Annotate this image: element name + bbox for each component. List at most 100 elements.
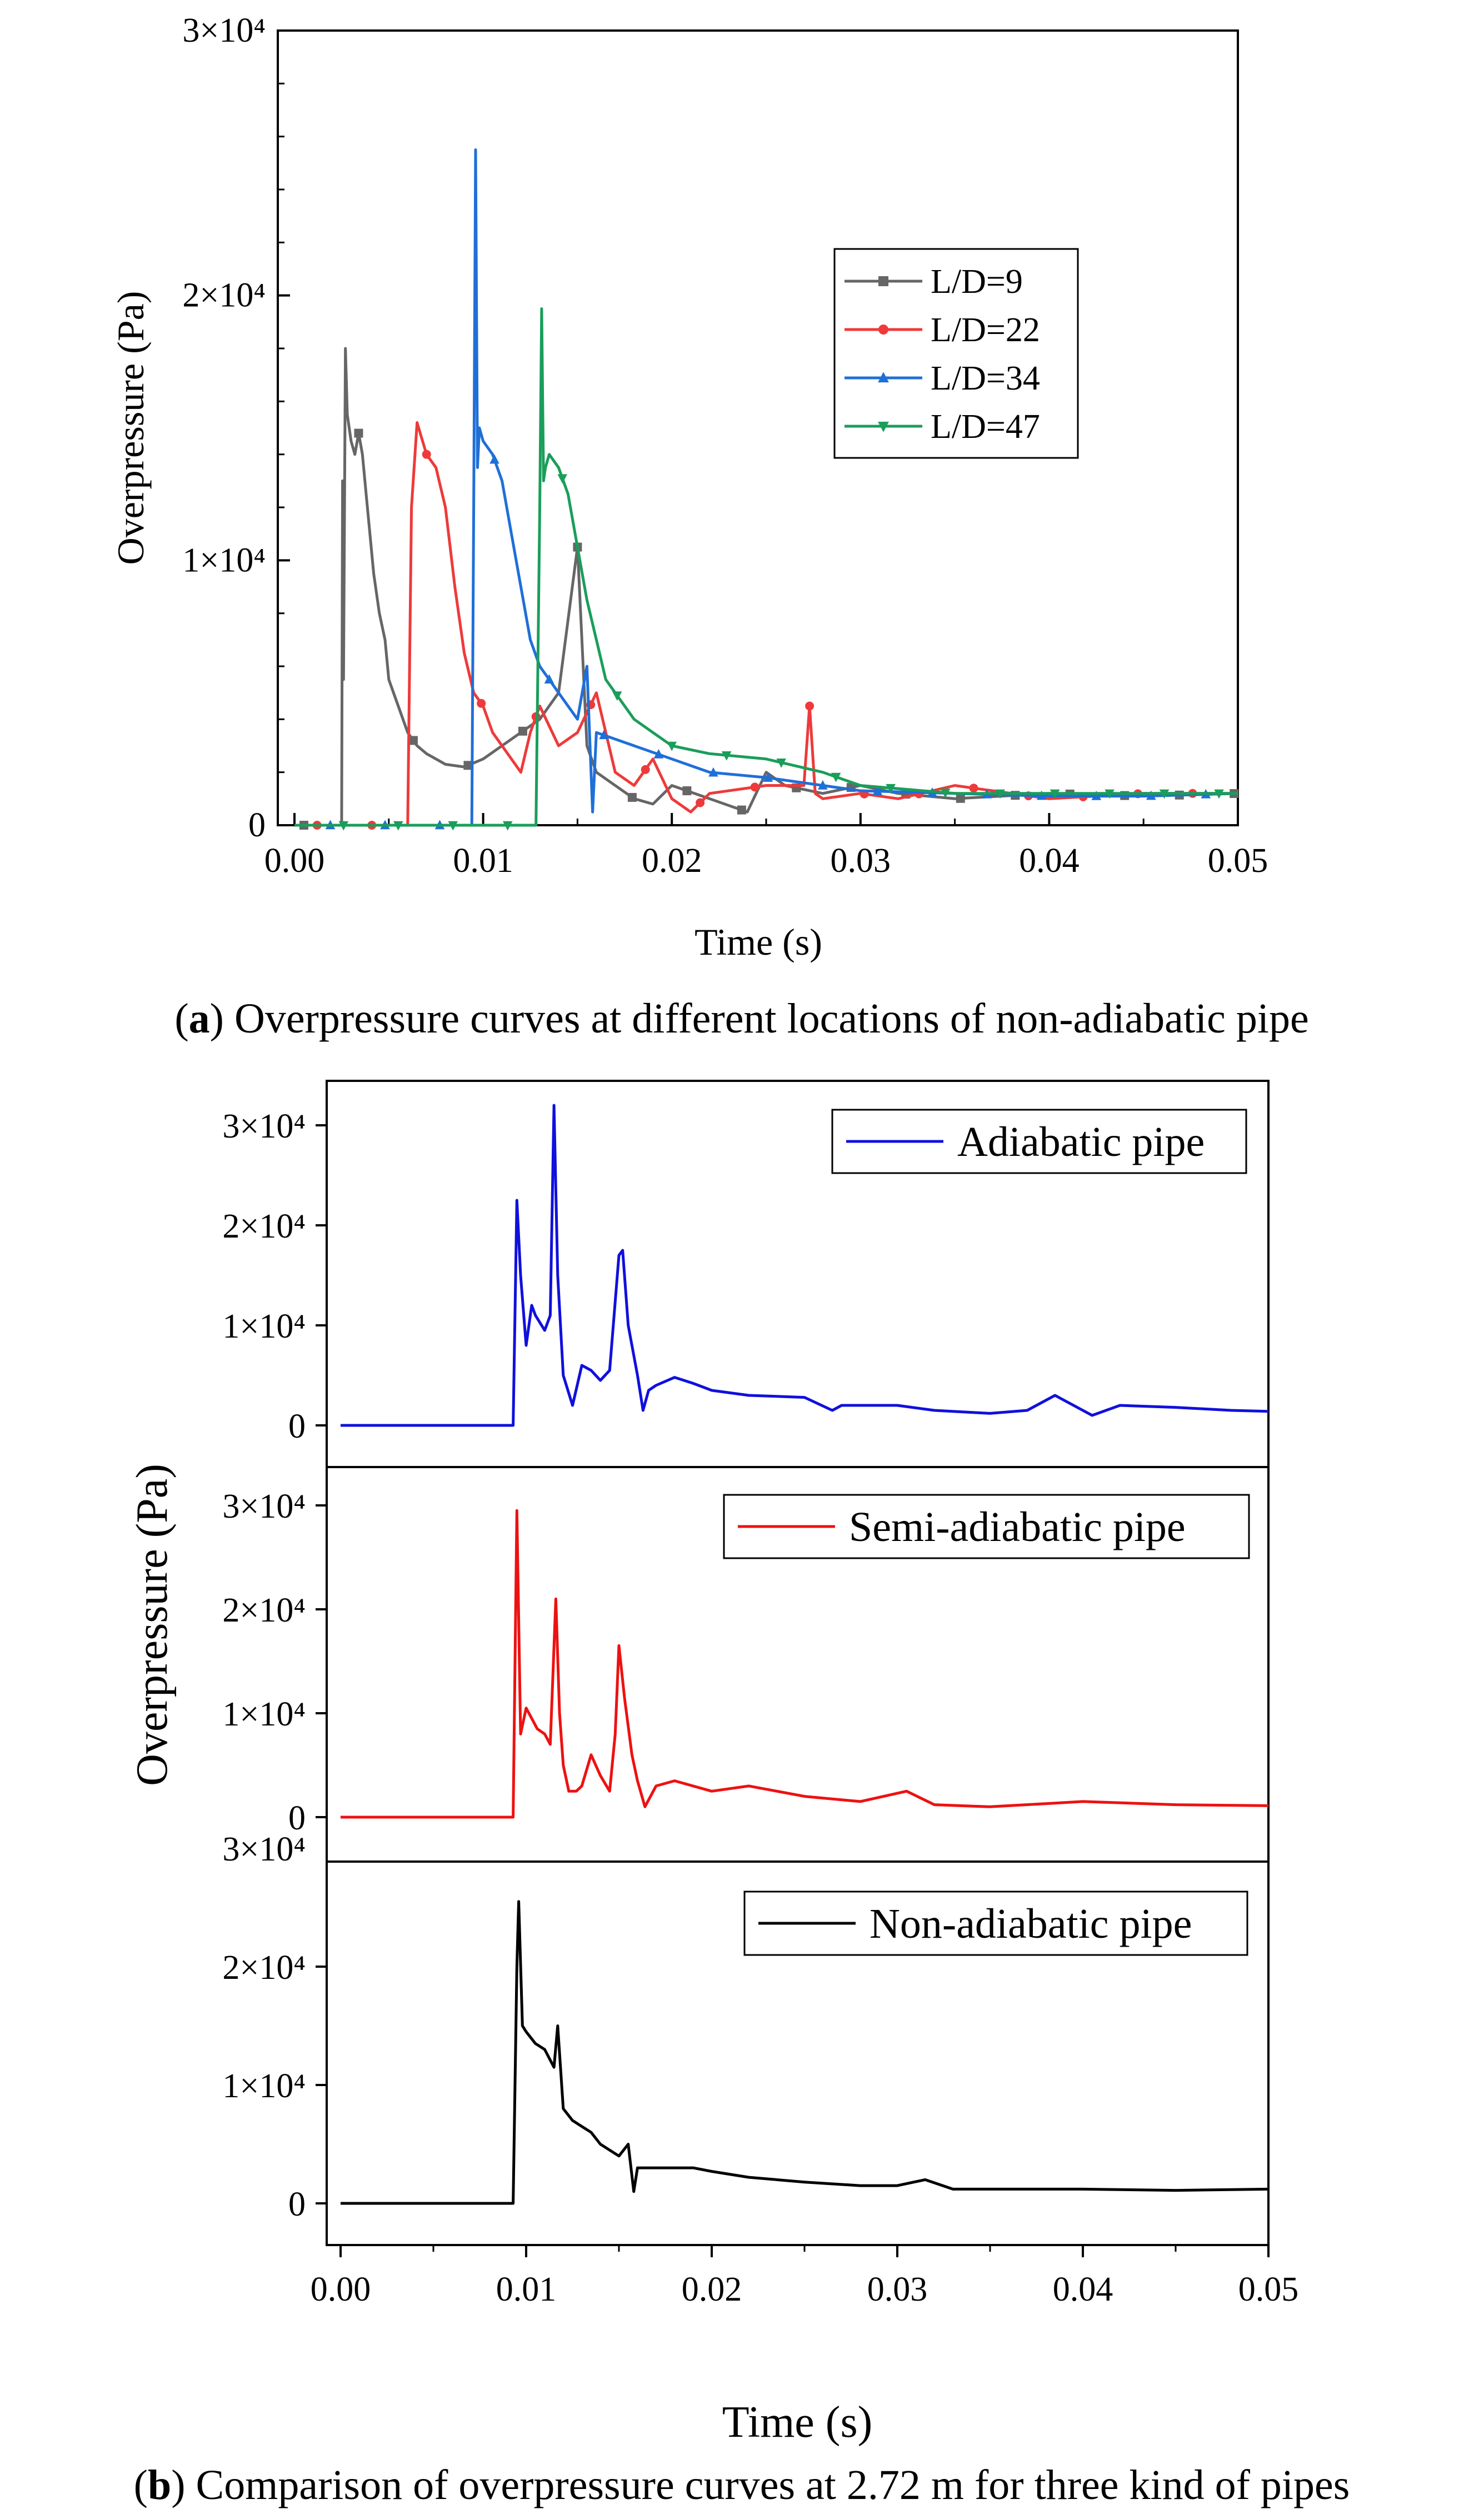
chart-b-xlabel: Time (s)	[722, 2398, 872, 2447]
chart-a-legend-marker-3	[878, 372, 889, 383]
chart-a-legend-marker-1	[878, 276, 888, 286]
chart-b-y-tick-label: 2×10⁴	[222, 1949, 306, 1987]
chart-a-series-marker-3	[544, 674, 554, 684]
chart-a-series-marker-4	[1050, 789, 1060, 799]
chart-a-xlabel: Time (s)	[694, 921, 822, 963]
chart-a-series-marker-1	[463, 761, 473, 770]
chart-a-x-tick-label: 0.03	[831, 842, 891, 880]
chart-a-x-tick-label: 0.02	[642, 842, 702, 880]
chart-a-caption: (a) Overpressure curves at different loc…	[174, 995, 1308, 1042]
chart-b-x-tick-label: 0.02	[682, 2271, 742, 2308]
chart-a-series-marker-2	[477, 699, 486, 708]
chart-a-series-marker-2	[969, 784, 978, 793]
chart-a-legend-marker-2	[878, 325, 888, 335]
chart-a-series-marker-4	[995, 789, 1005, 799]
chart-b-legend-label-2: Semi-adiabatic pipe	[849, 1504, 1186, 1550]
chart-a-series-marker-4	[721, 751, 732, 761]
chart-a-series-marker-3	[653, 749, 664, 759]
chart-b-caption-letter: b	[148, 2462, 171, 2508]
chart-b-subplot-frame	[326, 1860, 1270, 2246]
chart-b-series-line-2	[341, 1509, 1269, 1819]
chart-a-series-marker-2	[422, 450, 431, 459]
chart-a-series-marker-1	[682, 786, 692, 796]
chart-a-series-marker-4	[557, 474, 568, 484]
chart-a-series-marker-4	[886, 784, 896, 794]
chart-b-x-tick-label: 0.01	[496, 2271, 557, 2308]
chart-a-series-marker-3	[1037, 790, 1047, 800]
chart-a-series-marker-4	[502, 821, 513, 831]
chart-a-series-marker-4	[1105, 789, 1115, 799]
chart-b-legend-label-3: Non-adiabatic pipe	[870, 1901, 1192, 1947]
chart-a-ylabel: Overpressure (Pa)	[109, 291, 152, 565]
chart-a-series-marker-1	[627, 792, 637, 802]
chart-b-y-tick-label: 0	[288, 2186, 306, 2223]
chart-a-legend-label-4: L/D=47	[931, 408, 1040, 446]
chart-a-series-marker-2	[805, 701, 815, 711]
chart-b-y-tick-label: 2×10⁴	[222, 1208, 306, 1245]
chart-a-y-tick-label: 0	[248, 806, 266, 844]
chart-a-x-ticks: 0.00 0.01 0.02 0.03 0.04 0.05	[264, 813, 1268, 880]
chart-b-series-line-3	[341, 1900, 1269, 2205]
chart-a-series-marker-4	[1159, 789, 1170, 799]
chart-b-y-tick-label: 1×10⁴	[222, 1308, 306, 1345]
chart-a-series-marker-3	[1146, 790, 1156, 800]
chart-a-series-marker-2	[696, 798, 705, 807]
chart-a-y-tick-label: 1×10⁴	[182, 541, 266, 579]
chart-b-subplots: 0 1×10⁴ 2×10⁴ 3×10⁴ Adiabatic pipe 0 1×10⁴ 2×10…	[222, 1080, 1270, 2246]
chart-a-series-marker-2	[750, 782, 760, 792]
chart-a-legend-marker-4	[878, 421, 889, 432]
chart-a-legend-label-1: L/D=9	[931, 263, 1023, 301]
chart-a-series-line-3	[294, 148, 1238, 827]
chart-b-y-tick-label: 0	[288, 1799, 306, 1837]
chart-a-series-marker-4	[338, 821, 349, 831]
chart-a-series-marker-3	[872, 786, 883, 796]
chart-a-legend-label-2: L/D=22	[931, 311, 1040, 349]
chart-a-series-marker-2	[641, 765, 650, 774]
chart-a-caption-text: Overpressure curves at different locatio…	[234, 995, 1309, 1042]
chart-a-series-marker-4	[667, 741, 677, 751]
chart-a-y-tick-label: 3×10⁴	[182, 12, 266, 49]
chart-b-caption-text: Comparison of overpressure curves at 2.7…	[196, 2462, 1350, 2508]
chart-a-series-marker-4	[393, 821, 403, 831]
chart-a-series-line-4	[294, 307, 1238, 827]
chart-b-subplot-3: 0 1×10⁴ 2×10⁴ 3×10⁴ Non-adiabatic pipe	[222, 1830, 1270, 2246]
chart-b-x-tick-label: 0.03	[867, 2271, 928, 2308]
chart-b-y-tick-label: 3×10⁴	[222, 1830, 306, 1868]
chart-a-x-tick-label: 0.01	[453, 842, 513, 880]
chart-b-subplot-2: 0 1×10⁴ 2×10⁴ 3×10⁴ Semi-adiabatic pipe	[222, 1466, 1270, 1863]
chart-a-series-marker-1	[354, 428, 363, 438]
chart-b-x-ticks: 0.00 0.01 0.02 0.03 0.04 0.05	[311, 2245, 1299, 2308]
chart-a-y-tick-label: 2×10⁴	[182, 277, 266, 315]
chart-a-x-tick-label: 0.00	[264, 842, 325, 880]
chart-a-legend: L/D=9 L/D=22 L/D=34 L/D=47	[833, 248, 1079, 459]
chart-a-series-marker-1	[737, 805, 746, 815]
chart-b-y-tick-label: 1×10⁴	[222, 1695, 306, 1733]
chart-a-series-marker-4	[940, 789, 951, 798]
chart-a-series-marker-4	[1214, 789, 1224, 799]
chart-b: 0 1×10⁴ 2×10⁴ 3×10⁴ Adiabatic pipe 0 1×10⁴ 2×10…	[128, 1080, 1350, 2508]
chart-a-series-marker-4	[831, 772, 841, 782]
chart-b-y-tick-label: 3×10⁴	[222, 1108, 306, 1145]
chart-a-series-marker-3	[599, 730, 609, 740]
chart-b-x-tick-label: 0.04	[1053, 2271, 1113, 2308]
chart-a-caption-letter: a	[189, 995, 210, 1042]
chart-a-plot-frame	[277, 29, 1239, 826]
chart-b-y-tick-label: 3×10⁴	[222, 1488, 306, 1525]
chart-b-subplot-1: 0 1×10⁴ 2×10⁴ 3×10⁴ Adiabatic pipe	[222, 1080, 1270, 1468]
chart-a-series-marker-1	[408, 736, 418, 745]
chart-b-y-tick-label: 0	[288, 1408, 306, 1445]
chart-a-series-marker-1	[956, 794, 965, 803]
chart-a-series-marker-3	[489, 454, 499, 464]
chart-a-series-marker-4	[612, 691, 622, 701]
chart-a-y-ticks: 0 1×10⁴ 2×10⁴ 3×10⁴	[182, 12, 290, 844]
chart-a-x-tick-label: 0.04	[1019, 842, 1080, 880]
chart-a-series-marker-1	[518, 726, 527, 736]
chart-b-x-tick-label: 0.00	[311, 2271, 371, 2308]
chart-a-series-line-1	[294, 347, 1238, 827]
chart-b-x-tick-label: 0.05	[1238, 2271, 1299, 2308]
chart-a-x-tick-label: 0.05	[1208, 842, 1268, 880]
chart-b-y-tick-label: 2×10⁴	[222, 1592, 306, 1629]
chart-a-series-marker-3	[1091, 790, 1102, 800]
